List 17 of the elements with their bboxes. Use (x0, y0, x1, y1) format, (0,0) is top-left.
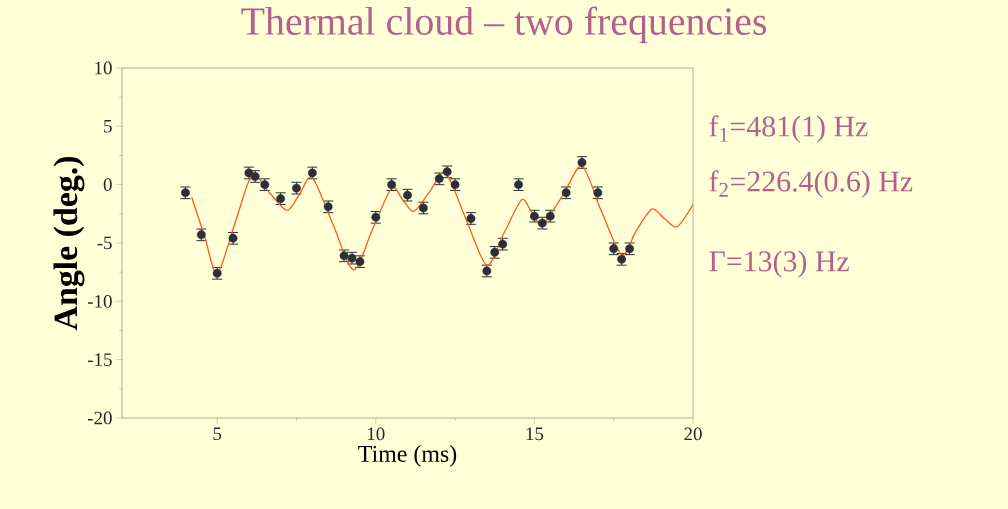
y-tick-label: 0 (103, 178, 112, 192)
chart-title: Thermal cloud – two frequencies (241, 6, 766, 44)
x-tick-label: 5 (213, 427, 222, 441)
y-tick-label: -15 (87, 353, 112, 366)
y-axis-title: Angle (deg.) (53, 157, 85, 331)
x-tick-label: 20 (684, 427, 702, 441)
y-tick-label: 10 (95, 61, 112, 75)
y-tick-label: -20 (87, 411, 112, 425)
x-tick-label: 10 (367, 427, 385, 441)
text: Γ=13(3) Hz (709, 250, 849, 278)
text: f$_{1}$=481(1) Hz (709, 115, 868, 143)
x-axis-title: Time (ms) (358, 445, 457, 467)
y-tick-label: -10 (87, 294, 112, 308)
y-tick-label: -5 (97, 236, 112, 250)
y-tick-label: 5 (104, 120, 112, 133)
text: f$_{2}$=226.4(0.6) Hz (709, 170, 913, 198)
x-tick-label: 15 (526, 427, 544, 441)
